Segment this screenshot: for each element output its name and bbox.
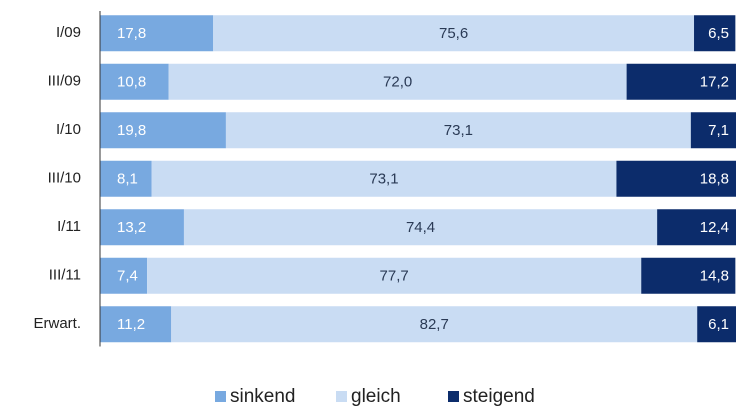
data-label: 73,1 (444, 122, 473, 139)
data-label: 17,8 (117, 25, 146, 42)
data-label: 17,2 (700, 74, 729, 91)
bar-segment (171, 306, 698, 343)
bar-segment (225, 112, 691, 149)
bar-segment (100, 63, 169, 100)
bar-segment (694, 15, 736, 52)
bar-segment (657, 209, 736, 246)
bar-segment (100, 306, 172, 343)
data-label: 14,8 (700, 268, 729, 285)
data-label: 74,4 (406, 219, 435, 236)
data-label: 13,2 (117, 219, 146, 236)
legend-label: sinkend (230, 386, 296, 407)
bar-segment (100, 257, 148, 294)
bar-segment (147, 257, 642, 294)
data-label: 6,5 (708, 25, 729, 42)
data-label: 10,8 (117, 74, 146, 91)
bar-segment (213, 15, 695, 52)
legend-label: gleich (351, 386, 401, 407)
data-label: 73,1 (369, 171, 398, 188)
data-label: 6,1 (708, 316, 729, 333)
data-label: 72,0 (383, 74, 412, 91)
data-label: 7,1 (708, 122, 729, 139)
data-label: 82,7 (420, 316, 449, 333)
data-label: 12,4 (700, 219, 729, 236)
data-label: 75,6 (439, 25, 468, 42)
y-tick-label: III/10 (48, 170, 81, 187)
bar-segment (183, 209, 658, 246)
y-tick-label: Erwart. (33, 315, 81, 332)
y-tick-label: III/09 (48, 73, 81, 90)
data-label: 77,7 (380, 268, 409, 285)
y-tick-label: I/09 (56, 24, 81, 41)
bar-segment (100, 160, 152, 197)
legend-swatch (215, 391, 226, 402)
data-label: 7,4 (117, 268, 138, 285)
data-label: 19,8 (117, 122, 146, 139)
bar-segment (168, 63, 627, 100)
y-tick-label: I/11 (57, 218, 81, 235)
data-label: 18,8 (700, 171, 729, 188)
legend-swatch (448, 391, 459, 402)
bar-segment (641, 257, 736, 294)
y-tick-label: I/10 (56, 121, 81, 138)
y-tick-label: III/11 (49, 267, 81, 284)
bar-segment (626, 63, 736, 100)
bar-segment (100, 15, 214, 52)
bar-segment (690, 112, 736, 149)
legend-swatch (336, 391, 347, 402)
data-label: 8,1 (117, 171, 138, 188)
bar-segment (616, 160, 736, 197)
bar-segment (697, 306, 736, 343)
bar-segment (100, 112, 226, 149)
legend-label: steigend (463, 386, 535, 407)
data-label: 11,2 (117, 316, 145, 333)
bar-segment (100, 209, 184, 246)
bar-segment (151, 160, 617, 197)
